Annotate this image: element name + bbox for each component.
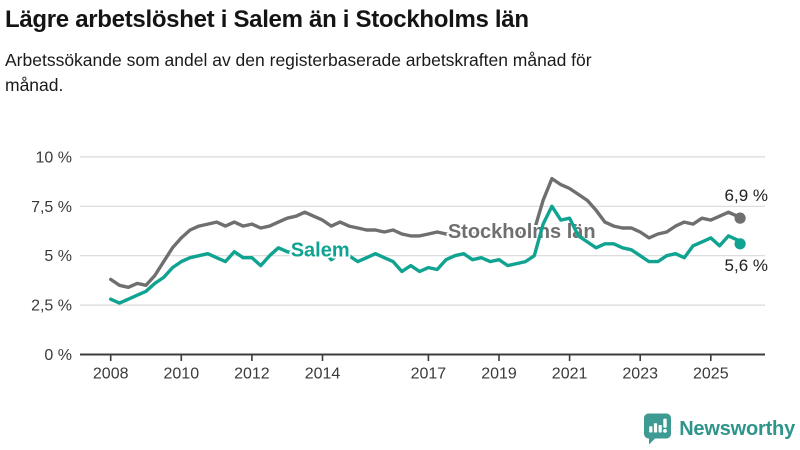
series-inline-label-stockholms-lan: Stockholms län [448,221,596,243]
y-tick-label: 5 % [44,248,72,265]
bar-chart-speech-bubble-icon [644,413,672,445]
x-tick-label: 2025 [693,366,729,383]
series-line-salem [108,204,742,305]
series-line-stockholms-lan [108,176,742,290]
chart-header: Lägre arbetslöshet i Salem än i Stockhol… [0,0,800,98]
x-tick-label: 2014 [305,366,341,383]
series-end-value-label-stockholms-lan: 6,9 % [725,186,768,205]
x-tick-label: 2023 [622,366,658,383]
x-tick-label: 2008 [93,366,129,383]
series-inline-label-salem: Salem [291,240,350,262]
y-tick-label: 0 % [44,347,72,364]
y-tick-label: 10 % [36,149,72,166]
newsworthy-logo: Newsworthy [643,413,795,445]
x-tick-label: 2019 [481,366,517,383]
series-end-dot-stockholms-lan [734,212,746,224]
page-title: Lägre arbetslöshet i Salem än i Stockhol… [5,6,529,33]
unemployment-line-chart: 0 % 2,5 % 5 % 7,5 % 10 % 2008 2010 2012 2014 2017… [31,149,768,383]
x-tick-label: 2012 [234,366,270,383]
line-chart-area: 0 % 2,5 % 5 % 7,5 % 10 % 2008 2010 2012 2014 2017… [0,132,800,404]
series-end-dot-salem [734,238,746,250]
y-tick-label: 7,5 % [31,199,72,216]
chart-subtitle: Arbetssökande som andel av den registerb… [5,50,592,95]
y-tick-label: 2,5 % [31,298,72,315]
x-tick-label: 2010 [164,366,200,383]
series-end-value-label-salem: 5,6 % [725,256,768,275]
brand-name: Newsworthy [679,417,795,440]
x-tick-label: 2017 [411,366,447,383]
x-tick-label: 2021 [552,366,588,383]
